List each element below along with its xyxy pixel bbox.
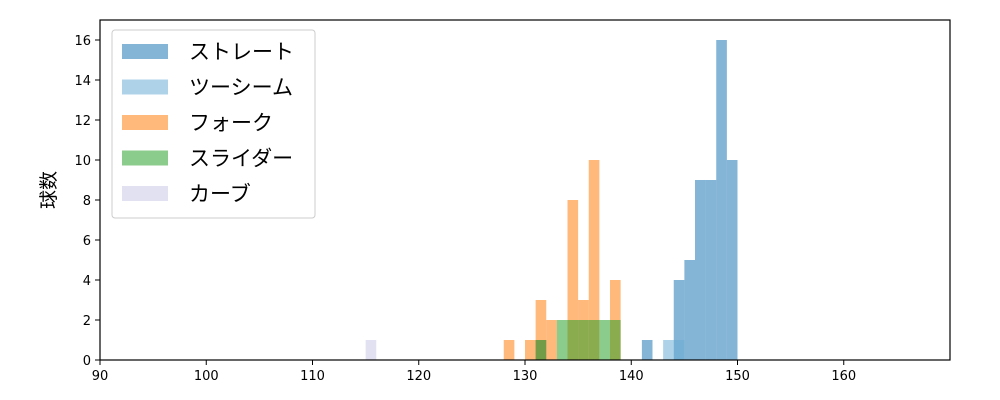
bar-series-3 (588, 320, 600, 360)
bar-series-0 (716, 40, 727, 360)
bar-series-4 (365, 340, 377, 360)
bar-series-2 (535, 300, 547, 360)
x-tick-label: 100 (194, 369, 219, 384)
bar-series-3 (556, 320, 568, 360)
bar-series-2 (546, 320, 557, 360)
y-axis-label: 球数 (38, 171, 60, 209)
y-tick-label: 14 (74, 74, 91, 89)
x-tick-label: 90 (92, 369, 109, 384)
bar-series-3 (578, 320, 589, 360)
x-tick-label: 120 (406, 369, 431, 384)
x-tick-label: 150 (725, 369, 750, 384)
bar-series-0 (705, 180, 717, 360)
x-tick-label: 140 (619, 369, 644, 384)
y-tick-label: 4 (83, 274, 91, 289)
legend-swatch (122, 186, 168, 201)
bar-series-2 (525, 340, 536, 360)
y-tick-label: 16 (74, 34, 91, 49)
legend-label: カーブ (189, 182, 251, 206)
bar-series-2 (588, 160, 600, 360)
bars-layer (365, 40, 738, 360)
bar-series-1 (663, 340, 674, 360)
bar-series-3 (535, 340, 547, 360)
bar-series-0 (684, 260, 695, 360)
bar-series-0 (641, 340, 653, 360)
x-axis-ticks: 90 100 110 120 130 140 150 160 (92, 360, 856, 384)
legend-swatch (122, 115, 168, 130)
x-tick-label: 110 (300, 369, 325, 384)
y-tick-label: 8 (83, 194, 91, 209)
bar-series-0 (695, 180, 706, 360)
y-tick-label: 0 (83, 354, 91, 369)
bar-series-0 (726, 160, 738, 360)
legend-swatch (122, 79, 168, 95)
y-tick-label: 2 (83, 314, 91, 329)
x-tick-label: 160 (831, 369, 856, 384)
legend-swatch (122, 150, 168, 166)
y-axis-ticks: 0 2 4 6 8 10 12 14 16 (74, 34, 100, 369)
x-tick-label: 130 (513, 369, 538, 384)
bar-series-3 (567, 320, 579, 360)
legend-frame (111, 29, 316, 219)
bar-series-2 (503, 340, 515, 360)
legend-label: ストレート (189, 40, 294, 64)
bar-series-0 (673, 280, 685, 360)
y-tick-label: 10 (74, 154, 91, 169)
bar-series-2 (567, 200, 579, 360)
legend-swatch (122, 44, 168, 59)
bar-series-1 (673, 340, 685, 360)
legend-label: フォーク (189, 111, 273, 135)
y-tick-label: 6 (83, 234, 91, 249)
bar-series-3 (610, 320, 621, 360)
legend-label: ツーシーム (189, 76, 293, 100)
bar-series-3 (599, 320, 610, 360)
legend-label: スライダー (189, 147, 293, 171)
y-tick-label: 12 (74, 114, 91, 129)
